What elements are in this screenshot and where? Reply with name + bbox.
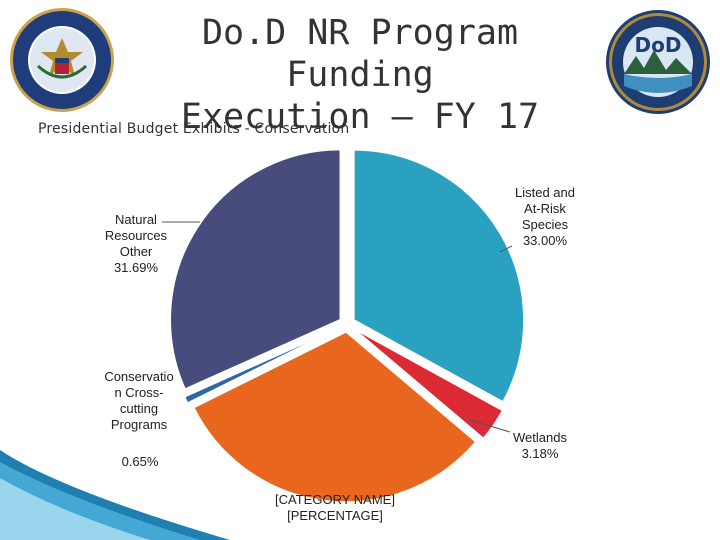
slice-label-crosscutting-value: 0.65% [121, 454, 159, 469]
dod-logo-text: DoD [635, 33, 682, 57]
slice-label-wetlands: Wetlands 3.18% [513, 430, 567, 461]
slice-label-natural-resources-other: Natural Resources Other 31.69% [104, 212, 168, 275]
slice-listed-at-risk-species [353, 149, 525, 403]
pie-slices [169, 148, 525, 503]
department-of-defense-seal-icon [10, 8, 114, 112]
title-line-1: Do.D NR Program Funding [201, 13, 519, 95]
slice-label-category-name: [CATEGORY NAME] [PERCENTAGE] [275, 492, 395, 523]
slice-natural-resources-other [169, 148, 342, 391]
slice-label-listed-species: Listed and At-Risk Species 33.00% [515, 185, 575, 248]
slice-category-name [192, 331, 477, 503]
page-title: Do.D NR Program Funding Execution – FY 1… [120, 12, 600, 138]
leader-line [469, 419, 511, 433]
title-line-2: Execution – FY 17 [180, 97, 540, 137]
slice-wetlands [353, 327, 504, 440]
slice-label-conservation-crosscutting: Conservatio n Cross-cutting Programs [104, 369, 174, 432]
decorative-corner-swoosh [0, 450, 230, 540]
dod-natural-resources-logo-icon: DoD [606, 10, 710, 114]
slice-conservation-crosscutting [183, 326, 341, 405]
leader-line [499, 245, 513, 253]
subtitle: Presidential Budget Exhibits - Conservat… [38, 121, 350, 137]
leader-lines [162, 221, 513, 433]
